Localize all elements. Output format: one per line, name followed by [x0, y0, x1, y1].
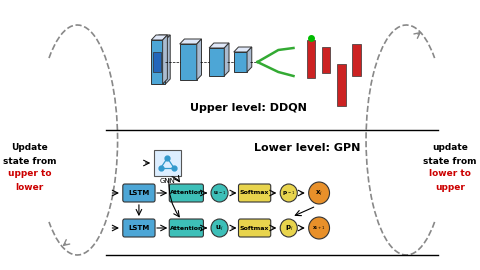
Polygon shape: [151, 35, 168, 40]
Text: $\mathbf{x}_{i}$: $\mathbf{x}_{i}$: [315, 188, 323, 198]
Text: Update: Update: [12, 143, 48, 153]
Circle shape: [211, 219, 228, 237]
FancyBboxPatch shape: [123, 184, 155, 202]
Polygon shape: [234, 47, 252, 52]
Bar: [234, 52, 247, 72]
Polygon shape: [224, 43, 229, 76]
Text: upper to: upper to: [8, 170, 52, 178]
Polygon shape: [166, 35, 170, 84]
Polygon shape: [154, 35, 170, 40]
Text: lower: lower: [16, 183, 44, 191]
FancyBboxPatch shape: [239, 219, 271, 237]
Text: LSTM: LSTM: [128, 190, 150, 196]
Text: $\mathbf{p}_{i}$: $\mathbf{p}_{i}$: [285, 223, 293, 232]
Text: Softmax: Softmax: [240, 191, 269, 195]
Polygon shape: [197, 39, 202, 80]
Text: $\mathbf{u}_{i}$: $\mathbf{u}_{i}$: [216, 223, 224, 232]
Bar: [337, 64, 346, 106]
Text: state from: state from: [3, 157, 57, 166]
Text: GNN: GNN: [159, 178, 175, 184]
Text: Lower level: GPN: Lower level: GPN: [253, 143, 360, 153]
Bar: [154, 150, 180, 176]
Text: Attention: Attention: [169, 191, 203, 195]
Text: Softmax: Softmax: [240, 225, 269, 231]
Polygon shape: [163, 35, 168, 84]
Text: lower to: lower to: [429, 170, 471, 178]
Text: update: update: [432, 143, 468, 153]
Bar: [153, 52, 161, 72]
Circle shape: [309, 182, 330, 204]
Circle shape: [211, 184, 228, 202]
Text: state from: state from: [423, 157, 477, 166]
Text: LSTM: LSTM: [128, 225, 150, 231]
Text: Upper level: DDQN: Upper level: DDQN: [190, 103, 306, 113]
FancyBboxPatch shape: [169, 184, 204, 202]
FancyBboxPatch shape: [169, 219, 204, 237]
Circle shape: [280, 219, 297, 237]
Text: $\mathbf{x}_{i+1}$: $\mathbf{x}_{i+1}$: [312, 224, 326, 232]
Polygon shape: [247, 47, 252, 72]
Text: Attention: Attention: [169, 225, 203, 231]
Bar: [322, 47, 330, 73]
FancyBboxPatch shape: [239, 184, 271, 202]
Polygon shape: [180, 39, 202, 44]
Bar: [180, 44, 197, 80]
Text: $\mathbf{p}_{i-1}$: $\mathbf{p}_{i-1}$: [282, 189, 296, 197]
Text: upper: upper: [435, 183, 465, 191]
Text: $\mathbf{u}_{i-1}$: $\mathbf{u}_{i-1}$: [213, 189, 227, 197]
FancyBboxPatch shape: [123, 219, 155, 237]
Polygon shape: [209, 43, 229, 48]
Circle shape: [309, 217, 330, 239]
Bar: [307, 40, 315, 78]
Bar: [151, 40, 163, 84]
Bar: [352, 44, 361, 76]
Circle shape: [280, 184, 297, 202]
Bar: [154, 40, 166, 84]
Bar: [209, 48, 224, 76]
